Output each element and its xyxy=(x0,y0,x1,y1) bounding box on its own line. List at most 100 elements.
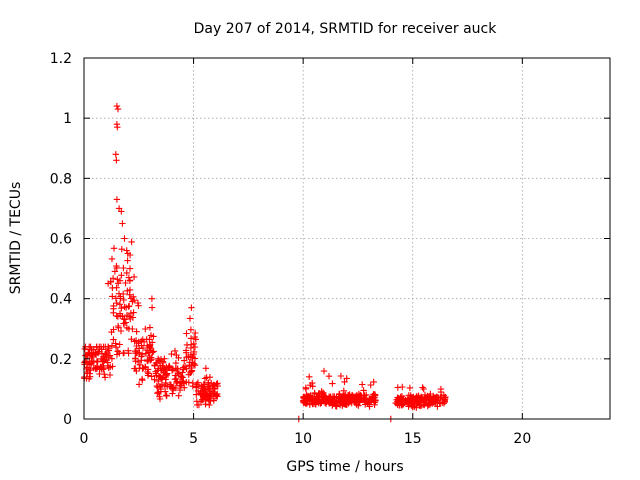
data-point xyxy=(148,304,156,311)
data-point xyxy=(337,372,345,380)
data-point xyxy=(360,387,367,394)
data-point xyxy=(105,364,112,371)
data-point xyxy=(113,157,120,164)
data-point xyxy=(132,358,139,365)
data-point xyxy=(165,364,172,371)
data-point xyxy=(340,393,347,401)
data-point xyxy=(90,358,97,366)
data-point xyxy=(109,293,116,300)
data-point xyxy=(179,369,186,376)
data-point xyxy=(129,298,136,305)
data-point xyxy=(123,324,131,331)
data-point xyxy=(156,382,164,390)
data-point xyxy=(117,293,124,300)
y-tick-label: 1 xyxy=(63,111,72,127)
data-point xyxy=(109,275,117,282)
data-point xyxy=(108,355,116,362)
data-point xyxy=(125,274,133,281)
data-point xyxy=(136,345,143,352)
data-point xyxy=(193,391,200,398)
data-point xyxy=(361,398,369,405)
data-point xyxy=(150,348,157,355)
data-point xyxy=(415,392,422,399)
data-point xyxy=(109,284,116,292)
data-point xyxy=(113,312,120,320)
data-point xyxy=(148,373,155,380)
data-point xyxy=(204,394,212,402)
data-point xyxy=(127,310,135,317)
data-point xyxy=(82,352,89,359)
data-point xyxy=(108,342,116,349)
data-point xyxy=(93,343,100,350)
data-point xyxy=(399,397,407,404)
data-point xyxy=(160,366,167,373)
axis-ticks xyxy=(83,57,610,420)
data-point xyxy=(109,363,116,370)
data-point xyxy=(110,245,118,252)
data-point xyxy=(133,328,140,335)
data-point xyxy=(410,393,417,401)
data-point xyxy=(439,399,446,407)
data-point xyxy=(372,397,379,404)
data-point xyxy=(320,367,328,375)
data-point xyxy=(327,393,334,401)
data-point xyxy=(163,392,170,400)
data-point xyxy=(426,393,433,400)
data-point xyxy=(183,365,190,372)
data-point xyxy=(110,302,117,310)
data-point xyxy=(214,390,221,398)
data-point xyxy=(321,396,328,403)
data-point xyxy=(155,357,163,364)
data-point xyxy=(166,383,174,391)
data-point xyxy=(411,403,418,410)
data-point xyxy=(169,390,176,397)
data-point xyxy=(181,357,188,364)
data-point xyxy=(142,350,150,357)
tick-labels: 0 0.2 0.4 0.6 0.8 1 1.2 0 5 10 15 20 xyxy=(50,51,532,447)
data-point xyxy=(83,359,90,366)
data-point xyxy=(120,296,127,304)
data-point xyxy=(142,325,149,333)
data-point xyxy=(419,384,426,391)
data-point xyxy=(106,371,114,379)
data-point xyxy=(130,293,137,300)
data-point xyxy=(309,379,316,387)
data-point xyxy=(136,361,144,368)
data-point xyxy=(114,124,121,131)
data-point xyxy=(114,276,121,283)
data-point xyxy=(94,350,102,357)
data-point xyxy=(123,312,131,319)
data-point xyxy=(156,395,164,403)
data-point xyxy=(114,105,122,113)
data-point xyxy=(422,394,430,402)
data-point xyxy=(118,246,125,253)
data-point xyxy=(426,399,433,406)
data-point xyxy=(421,391,429,399)
data-point xyxy=(139,365,146,372)
data-point xyxy=(93,364,101,371)
data-point xyxy=(112,344,120,351)
y-tick-label: 0.2 xyxy=(50,352,72,368)
data-point xyxy=(118,305,125,312)
data-point xyxy=(311,390,318,398)
data-point xyxy=(200,381,207,388)
data-point xyxy=(306,401,313,408)
data-point xyxy=(360,397,368,404)
data-point xyxy=(206,401,213,409)
data-point xyxy=(124,257,131,264)
data-point xyxy=(186,315,194,322)
data-point xyxy=(206,387,213,395)
data-point xyxy=(115,324,122,331)
y-tick-label: 0 xyxy=(63,412,72,428)
data-point xyxy=(356,399,363,406)
data-point xyxy=(128,238,135,246)
data-point xyxy=(134,299,142,307)
data-point xyxy=(149,339,156,346)
data-point xyxy=(188,362,195,370)
data-point xyxy=(124,287,131,294)
data-point xyxy=(120,264,127,272)
data-point xyxy=(367,381,374,389)
data-point xyxy=(303,394,310,401)
data-point xyxy=(424,402,431,410)
